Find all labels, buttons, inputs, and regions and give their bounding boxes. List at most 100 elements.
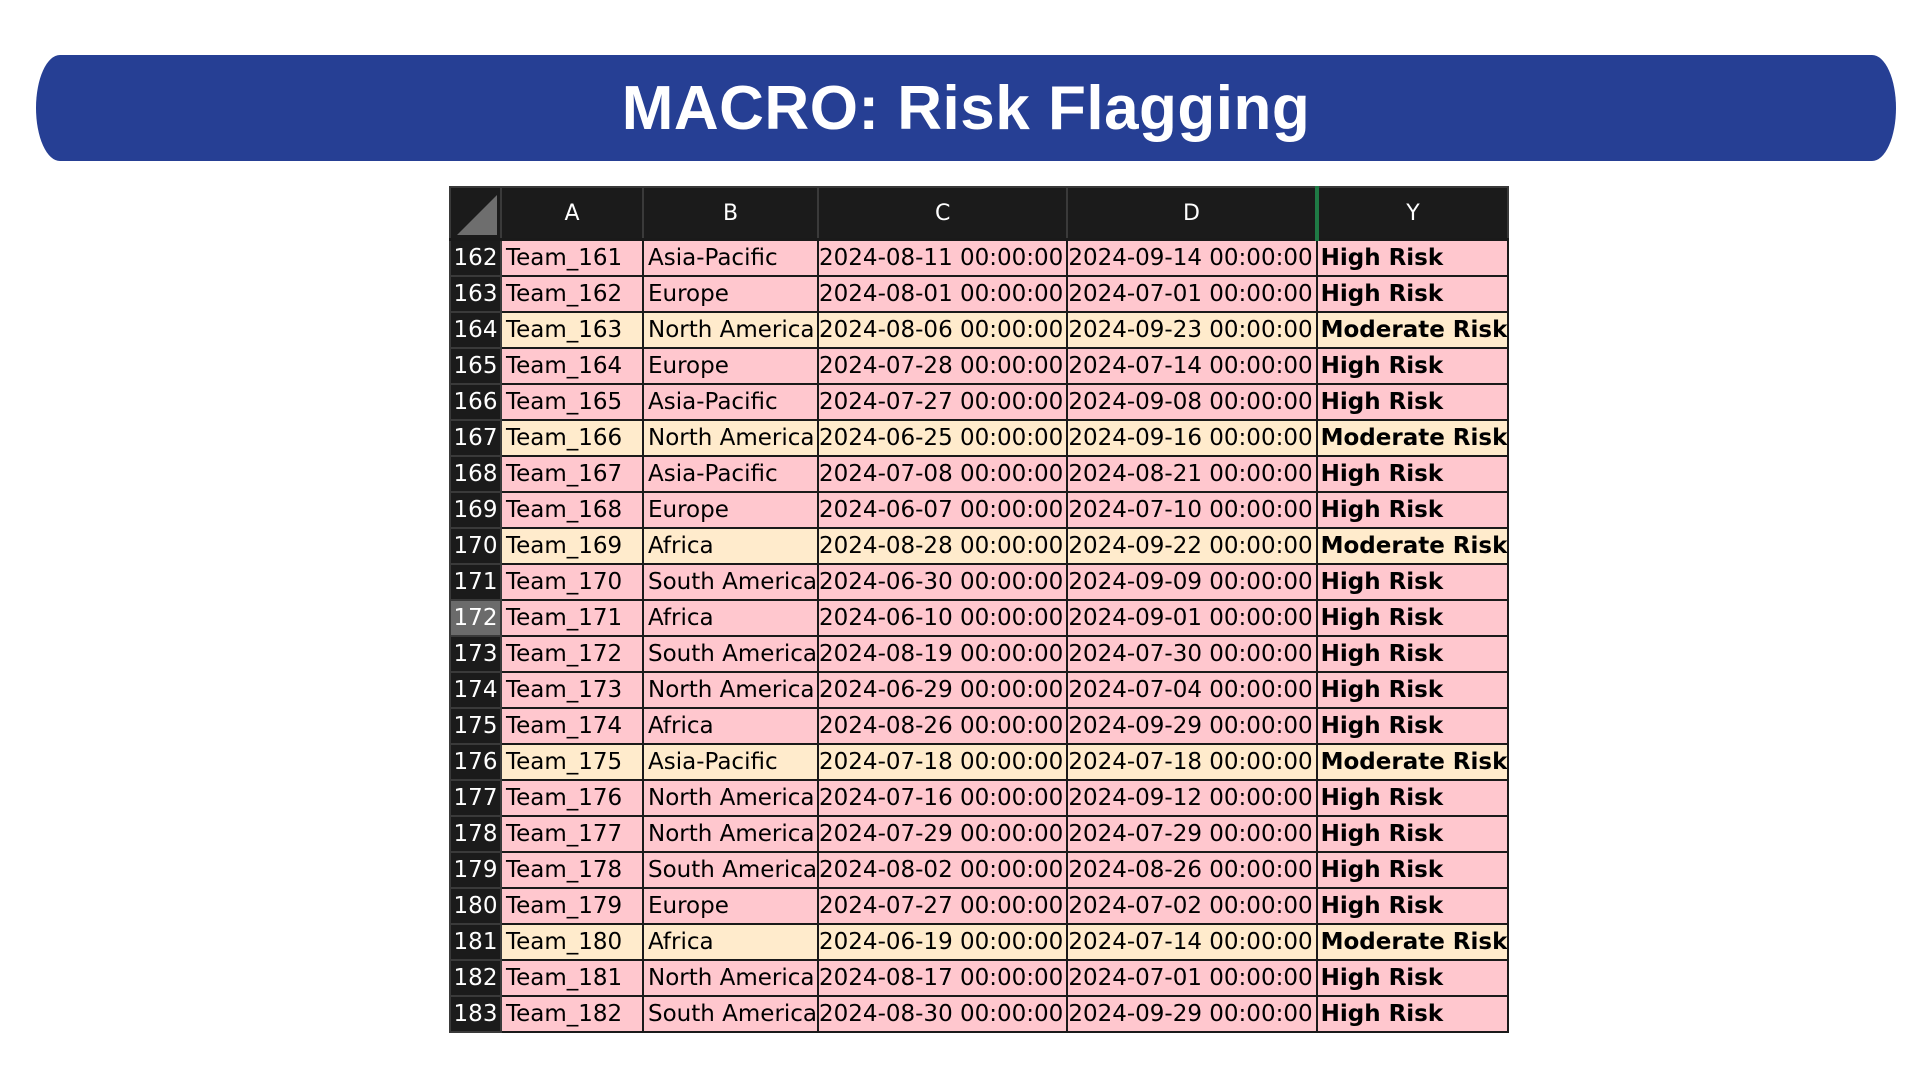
cell-risk-flag[interactable]: Moderate Risk bbox=[1315, 419, 1510, 457]
cell-end-date[interactable]: 2024-07-04 00:00:00 bbox=[1066, 671, 1318, 709]
cell-end-date[interactable]: 2024-08-26 00:00:00 bbox=[1066, 851, 1318, 889]
cell-end-date[interactable]: 2024-07-10 00:00:00 bbox=[1066, 491, 1318, 529]
row-number[interactable]: 182 bbox=[449, 959, 502, 997]
row-number[interactable]: 181 bbox=[449, 923, 502, 961]
cell-start-date[interactable]: 2024-07-29 00:00:00 bbox=[817, 815, 1069, 853]
cell-team[interactable]: Team_172 bbox=[500, 635, 644, 673]
cell-risk-flag[interactable]: High Risk bbox=[1315, 347, 1510, 385]
cell-region[interactable]: North America bbox=[641, 311, 820, 349]
cell-risk-flag[interactable]: Moderate Risk bbox=[1315, 527, 1510, 565]
cell-region[interactable]: North America bbox=[641, 959, 820, 997]
row-number[interactable]: 171 bbox=[449, 563, 502, 601]
cell-end-date[interactable]: 2024-09-29 00:00:00 bbox=[1066, 707, 1318, 745]
cell-end-date[interactable]: 2024-08-21 00:00:00 bbox=[1066, 455, 1318, 493]
cell-end-date[interactable]: 2024-07-01 00:00:00 bbox=[1066, 275, 1318, 313]
row-number[interactable]: 166 bbox=[449, 383, 502, 421]
row-number[interactable]: 162 bbox=[449, 238, 502, 277]
column-header-b[interactable]: B bbox=[641, 186, 820, 241]
row-number[interactable]: 167 bbox=[449, 419, 502, 457]
cell-team[interactable]: Team_177 bbox=[500, 815, 644, 853]
cell-risk-flag[interactable]: High Risk bbox=[1315, 455, 1510, 493]
cell-team[interactable]: Team_181 bbox=[500, 959, 644, 997]
cell-team[interactable]: Team_182 bbox=[500, 995, 644, 1033]
cell-start-date[interactable]: 2024-07-28 00:00:00 bbox=[817, 347, 1069, 385]
cell-risk-flag[interactable]: Moderate Risk bbox=[1315, 743, 1510, 781]
cell-end-date[interactable]: 2024-09-08 00:00:00 bbox=[1066, 383, 1318, 421]
column-header-c[interactable]: C bbox=[817, 186, 1069, 241]
cell-team[interactable]: Team_175 bbox=[500, 743, 644, 781]
cell-risk-flag[interactable]: Moderate Risk bbox=[1315, 923, 1510, 961]
cell-risk-flag[interactable]: Moderate Risk bbox=[1315, 311, 1510, 349]
cell-region[interactable]: South America bbox=[641, 995, 820, 1033]
cell-region[interactable]: North America bbox=[641, 419, 820, 457]
cell-region[interactable]: Europe bbox=[641, 347, 820, 385]
cell-start-date[interactable]: 2024-08-11 00:00:00 bbox=[817, 238, 1069, 277]
row-number[interactable]: 164 bbox=[449, 311, 502, 349]
cell-start-date[interactable]: 2024-07-27 00:00:00 bbox=[817, 887, 1069, 925]
row-number[interactable]: 176 bbox=[449, 743, 502, 781]
cell-region[interactable]: Asia-Pacific bbox=[641, 238, 820, 277]
row-number[interactable]: 180 bbox=[449, 887, 502, 925]
cell-region[interactable]: Africa bbox=[641, 707, 820, 745]
cell-start-date[interactable]: 2024-08-01 00:00:00 bbox=[817, 275, 1069, 313]
cell-risk-flag[interactable]: High Risk bbox=[1315, 635, 1510, 673]
cell-team[interactable]: Team_178 bbox=[500, 851, 644, 889]
cell-start-date[interactable]: 2024-06-30 00:00:00 bbox=[817, 563, 1069, 601]
row-number[interactable]: 173 bbox=[449, 635, 502, 673]
cell-end-date[interactable]: 2024-07-02 00:00:00 bbox=[1066, 887, 1318, 925]
cell-end-date[interactable]: 2024-07-29 00:00:00 bbox=[1066, 815, 1318, 853]
cell-region[interactable]: Asia-Pacific bbox=[641, 743, 820, 781]
cell-start-date[interactable]: 2024-06-29 00:00:00 bbox=[817, 671, 1069, 709]
cell-end-date[interactable]: 2024-09-22 00:00:00 bbox=[1066, 527, 1318, 565]
cell-risk-flag[interactable]: High Risk bbox=[1315, 671, 1510, 709]
row-number[interactable]: 178 bbox=[449, 815, 502, 853]
cell-end-date[interactable]: 2024-07-14 00:00:00 bbox=[1066, 923, 1318, 961]
cell-team[interactable]: Team_167 bbox=[500, 455, 644, 493]
cell-team[interactable]: Team_165 bbox=[500, 383, 644, 421]
cell-end-date[interactable]: 2024-07-18 00:00:00 bbox=[1066, 743, 1318, 781]
cell-risk-flag[interactable]: High Risk bbox=[1315, 238, 1510, 277]
row-number[interactable]: 172 bbox=[449, 599, 502, 637]
cell-region[interactable]: Europe bbox=[641, 887, 820, 925]
cell-risk-flag[interactable]: High Risk bbox=[1315, 383, 1510, 421]
cell-start-date[interactable]: 2024-06-07 00:00:00 bbox=[817, 491, 1069, 529]
select-all-corner[interactable] bbox=[449, 186, 502, 241]
cell-team[interactable]: Team_171 bbox=[500, 599, 644, 637]
row-number[interactable]: 163 bbox=[449, 275, 502, 313]
cell-team[interactable]: Team_180 bbox=[500, 923, 644, 961]
cell-end-date[interactable]: 2024-09-29 00:00:00 bbox=[1066, 995, 1318, 1033]
cell-start-date[interactable]: 2024-06-19 00:00:00 bbox=[817, 923, 1069, 961]
cell-region[interactable]: Africa bbox=[641, 527, 820, 565]
cell-risk-flag[interactable]: High Risk bbox=[1315, 599, 1510, 637]
column-header-d[interactable]: D bbox=[1066, 186, 1318, 241]
cell-region[interactable]: South America bbox=[641, 563, 820, 601]
cell-risk-flag[interactable]: High Risk bbox=[1315, 995, 1510, 1033]
cell-risk-flag[interactable]: High Risk bbox=[1315, 779, 1510, 817]
cell-team[interactable]: Team_173 bbox=[500, 671, 644, 709]
cell-region[interactable]: Asia-Pacific bbox=[641, 455, 820, 493]
row-number[interactable]: 170 bbox=[449, 527, 502, 565]
cell-start-date[interactable]: 2024-07-08 00:00:00 bbox=[817, 455, 1069, 493]
cell-end-date[interactable]: 2024-09-01 00:00:00 bbox=[1066, 599, 1318, 637]
cell-risk-flag[interactable]: High Risk bbox=[1315, 275, 1510, 313]
row-number[interactable]: 168 bbox=[449, 455, 502, 493]
cell-start-date[interactable]: 2024-06-25 00:00:00 bbox=[817, 419, 1069, 457]
row-number[interactable]: 175 bbox=[449, 707, 502, 745]
cell-start-date[interactable]: 2024-08-06 00:00:00 bbox=[817, 311, 1069, 349]
cell-team[interactable]: Team_166 bbox=[500, 419, 644, 457]
cell-risk-flag[interactable]: High Risk bbox=[1315, 959, 1510, 997]
cell-end-date[interactable]: 2024-09-09 00:00:00 bbox=[1066, 563, 1318, 601]
cell-end-date[interactable]: 2024-09-23 00:00:00 bbox=[1066, 311, 1318, 349]
cell-team[interactable]: Team_176 bbox=[500, 779, 644, 817]
column-header-y[interactable]: Y bbox=[1314, 186, 1510, 241]
cell-end-date[interactable]: 2024-07-30 00:00:00 bbox=[1066, 635, 1318, 673]
cell-team[interactable]: Team_170 bbox=[500, 563, 644, 601]
cell-region[interactable]: North America bbox=[641, 779, 820, 817]
row-number[interactable]: 177 bbox=[449, 779, 502, 817]
cell-region[interactable]: North America bbox=[641, 671, 820, 709]
row-number[interactable]: 174 bbox=[449, 671, 502, 709]
cell-start-date[interactable]: 2024-08-28 00:00:00 bbox=[817, 527, 1069, 565]
row-number[interactable]: 165 bbox=[449, 347, 502, 385]
cell-start-date[interactable]: 2024-08-17 00:00:00 bbox=[817, 959, 1069, 997]
cell-team[interactable]: Team_179 bbox=[500, 887, 644, 925]
